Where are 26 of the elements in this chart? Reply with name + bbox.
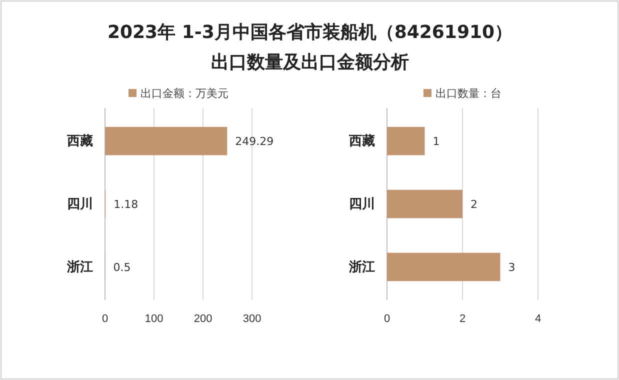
data-label: 2 <box>470 198 478 211</box>
x-tick-label: 2 <box>459 312 466 325</box>
data-label: 1 <box>432 134 440 148</box>
y-tick-label: 四川 <box>67 196 93 212</box>
bar <box>387 252 500 282</box>
y-tick-label: 西藏 <box>348 133 375 148</box>
y-tick-label: 浙江 <box>348 259 375 274</box>
data-label: 3 <box>508 260 516 274</box>
y-tick-label: 浙江 <box>66 259 93 274</box>
y-tick-label: 西藏 <box>66 133 93 148</box>
data-label: 0.5 <box>113 260 131 274</box>
bar <box>387 126 425 156</box>
x-tick-label: 4 <box>534 312 542 325</box>
legend-label: 出口金额：万美元 <box>140 87 228 100</box>
x-tick-label: 300 <box>242 312 262 325</box>
x-tick-label: 0 <box>102 312 108 325</box>
data-label: 249.29 <box>235 134 274 148</box>
x-tick-label: 100 <box>144 312 164 325</box>
x-tick-label: 200 <box>194 312 212 325</box>
data-label: 1.18 <box>114 198 138 211</box>
x-tick-label: 0 <box>384 312 390 325</box>
legend-label: 出口数量：台 <box>436 87 502 100</box>
bar <box>105 126 228 156</box>
bar <box>387 190 462 218</box>
y-tick-label: 四川 <box>349 196 375 212</box>
text: 2023年 1-3月中国各省市装船机（84261910）出口数量及出口金额分析 <box>107 22 513 73</box>
